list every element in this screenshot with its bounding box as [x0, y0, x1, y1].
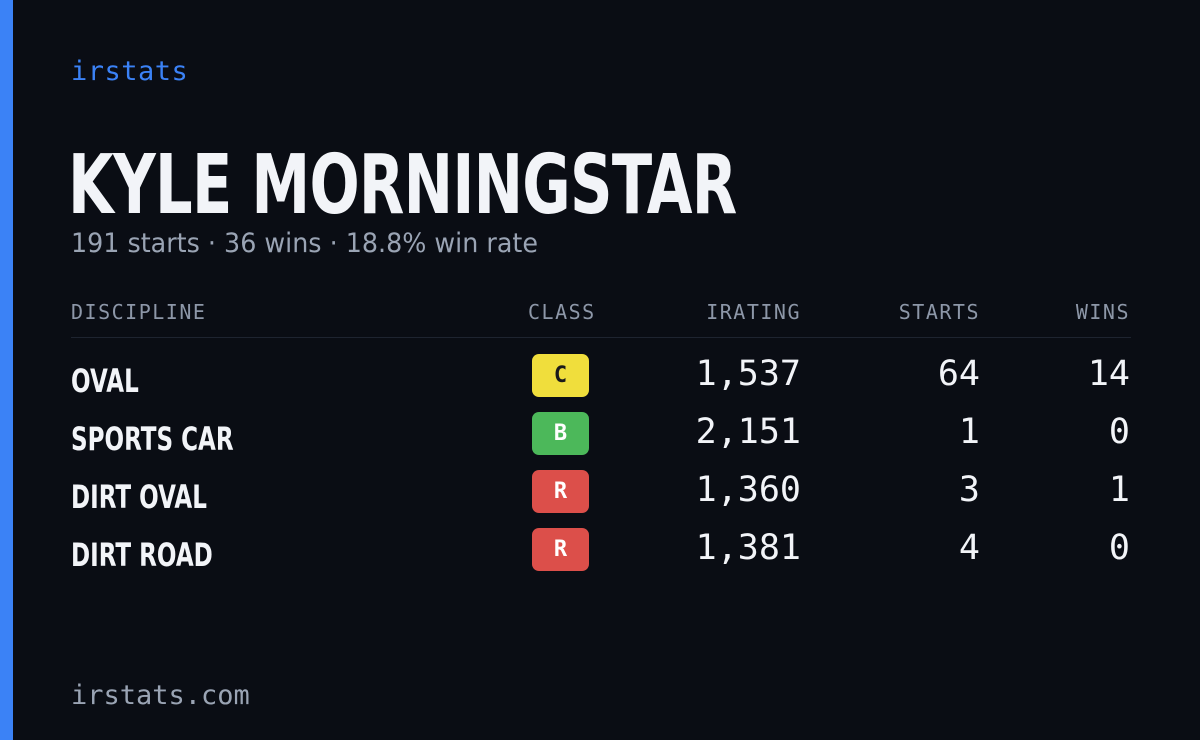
row-discipline: SPORTS CAR — [71, 420, 234, 458]
driver-name: KYLE MORNINGSTAR — [68, 138, 737, 233]
class-badge: B — [532, 412, 589, 455]
row-discipline: DIRT OVAL — [71, 478, 207, 516]
row-irating: 1,381 — [695, 528, 801, 568]
table-row: DIRT OVAL R 1,360 3 1 — [71, 470, 1131, 520]
row-irating: 1,537 — [695, 354, 801, 394]
row-starts: 4 — [958, 528, 980, 568]
row-wins: 0 — [1108, 412, 1130, 452]
table-row: DIRT ROAD R 1,381 4 0 — [71, 528, 1131, 578]
driver-summary: 191 starts · 36 wins · 18.8% win rate — [71, 228, 538, 259]
brand-logo[interactable]: irstats — [71, 56, 189, 87]
stats-table: DISCIPLINE CLASS IRATING STARTS WINS OVA… — [71, 296, 1131, 574]
row-wins: 0 — [1108, 528, 1130, 568]
header-wins: WINS — [1075, 300, 1130, 324]
row-irating: 2,151 — [695, 412, 801, 452]
header-discipline: DISCIPLINE — [71, 300, 207, 324]
row-wins: 1 — [1108, 470, 1130, 510]
table-header: DISCIPLINE CLASS IRATING STARTS WINS — [71, 296, 1131, 338]
row-discipline: OVAL — [71, 362, 139, 400]
row-starts: 3 — [958, 470, 980, 510]
table-row: OVAL C 1,537 64 14 — [71, 354, 1131, 404]
row-wins: 14 — [1087, 354, 1130, 394]
class-badge: R — [532, 470, 589, 513]
row-discipline: DIRT ROAD — [71, 536, 213, 574]
header-starts: STARTS — [898, 300, 980, 324]
class-badge: C — [532, 354, 589, 397]
table-row: SPORTS CAR B 2,151 1 0 — [71, 412, 1131, 462]
footer-url[interactable]: irstats.com — [71, 680, 250, 711]
class-badge: R — [532, 528, 589, 571]
header-class: CLASS — [528, 300, 596, 324]
row-irating: 1,360 — [695, 470, 801, 510]
row-starts: 1 — [958, 412, 980, 452]
row-starts: 64 — [937, 354, 980, 394]
accent-bar — [0, 0, 13, 740]
header-irating: IRATING — [706, 300, 801, 324]
